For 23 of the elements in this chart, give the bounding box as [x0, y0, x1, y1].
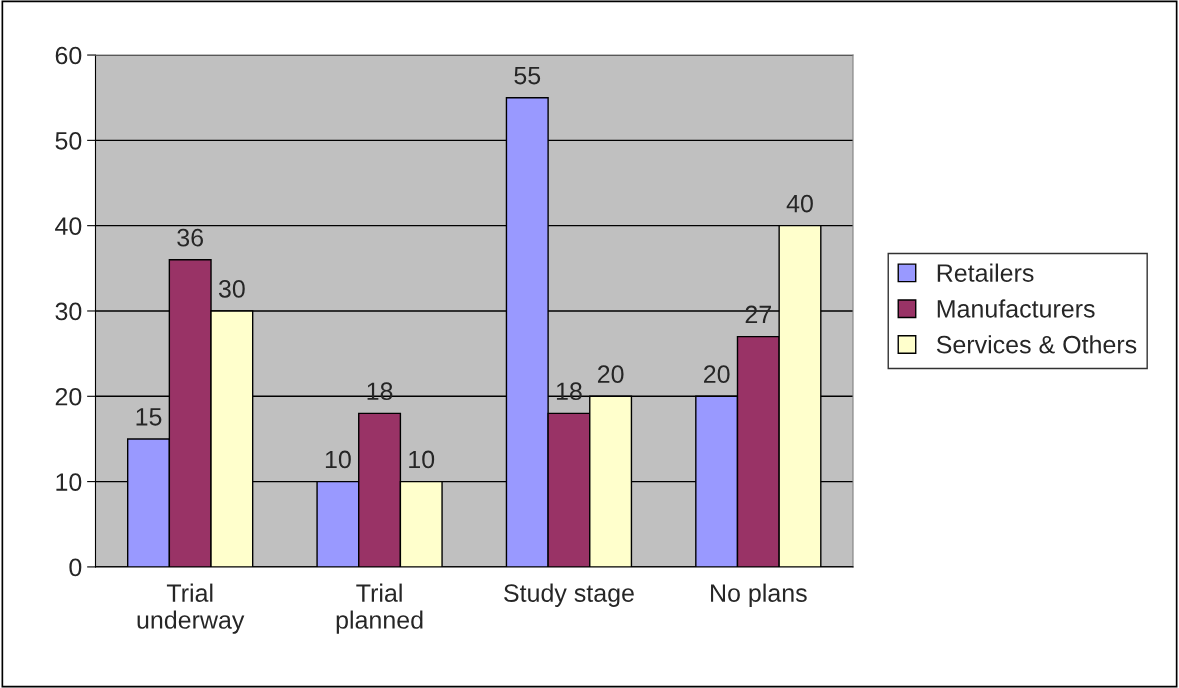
y-tick-label: 40 [55, 217, 82, 235]
y-tick-label: 10 [56, 473, 82, 491]
data-label: 36 [177, 228, 203, 247]
y-tick-label: 20 [55, 387, 82, 406]
y-tick-label: 60 [55, 46, 82, 65]
data-label: 55 [514, 66, 541, 85]
x-tick-label: Study stage [504, 583, 634, 607]
data-label: 15 [136, 408, 162, 426]
y-tick-label: 0 [69, 558, 82, 577]
data-label: 20 [597, 365, 624, 384]
data-label: 10 [325, 450, 351, 469]
data-label: 20 [704, 365, 730, 384]
data-label: 40 [786, 194, 813, 213]
x-tick-label: No plans [711, 583, 807, 607]
y-tick-label: 50 [55, 131, 82, 150]
y-tick-label: 30 [55, 302, 82, 321]
legend-label: Services & Others [936, 335, 1137, 354]
x-tick-label: Trial planned [336, 583, 423, 634]
legend-label: Retailers [937, 263, 1034, 282]
x-tick-label: Trial underway [137, 583, 245, 634]
legend-label: Manufacturers [937, 299, 1095, 318]
data-label: 30 [218, 280, 245, 298]
data-label: 10 [409, 450, 435, 469]
